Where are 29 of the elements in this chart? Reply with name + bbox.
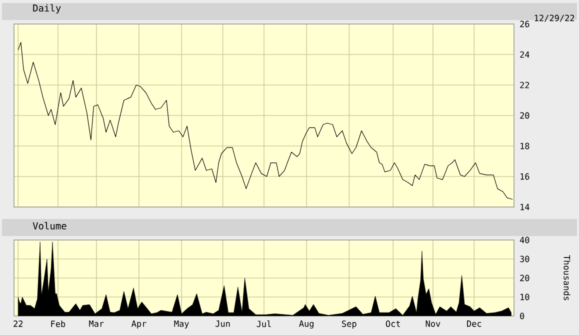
x-tick-label: Feb	[51, 320, 66, 328]
x-tick-label: Jul	[256, 320, 271, 328]
y-tick-label: 30	[520, 256, 530, 262]
chart-title: Daily	[33, 4, 61, 14]
y-tick-label: 14	[520, 204, 530, 210]
y-tick-label: 20	[520, 112, 530, 119]
y-tick-label: 16	[520, 173, 530, 180]
y-tick-label: 22	[520, 82, 530, 88]
text: 12/29/22	[534, 14, 574, 22]
x-tick-label: Mar	[89, 320, 104, 327]
chart-title: Volume	[32, 222, 66, 230]
x-tick-label: May	[174, 320, 189, 328]
y-axis-title: Thousands	[564, 255, 570, 300]
y-tick-label: 20	[520, 274, 530, 282]
y-tick-label: 24	[520, 51, 530, 58]
y-tick-label: 18	[520, 142, 530, 150]
x-tick-label: Jun	[216, 320, 230, 327]
x-tick-label: Oct	[386, 320, 400, 327]
y-tick-label: 26	[520, 20, 530, 28]
y-tick-label: 0	[520, 312, 524, 320]
x-tick-label: Sep	[342, 320, 356, 329]
x-tick-label: 22	[14, 320, 23, 327]
x-tick-label: Dec	[467, 320, 482, 327]
y-tick-label: 10	[520, 294, 530, 300]
x-tick-label: Nov	[426, 320, 440, 327]
x-tick-label: Apr	[131, 320, 146, 328]
line-series	[18, 42, 513, 200]
y-tick-label: 40	[520, 236, 530, 244]
x-tick-label: Aug	[299, 320, 314, 329]
